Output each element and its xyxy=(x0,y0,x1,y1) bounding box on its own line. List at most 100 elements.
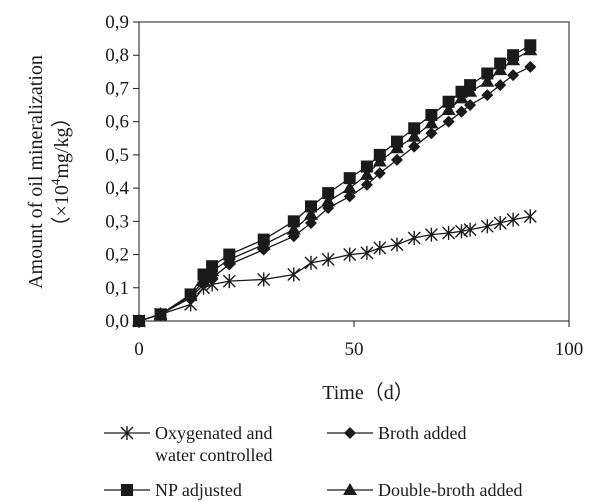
asterisk-marker xyxy=(257,272,271,287)
diamond-marker xyxy=(373,167,386,180)
series-oxygenated-and-water-controlled xyxy=(132,209,537,328)
square-marker xyxy=(322,187,335,200)
square-marker xyxy=(408,122,421,135)
asterisk-marker xyxy=(463,222,477,237)
triangle-marker xyxy=(493,63,508,76)
y-tick-label: 0,0 xyxy=(105,311,129,332)
square-marker xyxy=(305,200,317,213)
y-axis-unit-sup: 4 xyxy=(48,178,63,185)
asterisk-marker xyxy=(407,230,421,245)
asterisk-marker xyxy=(343,247,357,262)
square-marker xyxy=(360,160,373,173)
triangle-marker xyxy=(463,84,478,97)
triangle-marker xyxy=(153,307,168,320)
x-tick-label: 0 xyxy=(134,339,144,360)
asterisk-marker xyxy=(424,227,438,242)
diamond-marker xyxy=(507,69,520,82)
square-marker xyxy=(287,215,300,228)
series-broth-added xyxy=(133,60,537,327)
triangle-marker xyxy=(304,207,318,220)
triangle-marker xyxy=(343,483,357,495)
triangle-marker xyxy=(321,194,336,207)
series-double-broth-added xyxy=(132,43,538,326)
triangle-marker xyxy=(286,222,301,235)
legend-label: NP adjusted xyxy=(155,480,242,500)
triangle-marker xyxy=(441,103,456,116)
asterisk-marker xyxy=(523,209,537,224)
asterisk-marker xyxy=(455,224,468,239)
y-tick-label: 0,7 xyxy=(105,78,129,99)
asterisk-marker xyxy=(222,274,236,289)
asterisk-marker xyxy=(442,225,456,240)
diamond-marker xyxy=(442,115,455,128)
y-tick-label: 0,8 xyxy=(105,45,129,66)
triangle-marker xyxy=(196,274,211,287)
diamond-marker xyxy=(494,79,507,92)
legend-label: water controlled xyxy=(155,445,272,465)
y-axis-unit-suffix: mg/kg） xyxy=(50,108,73,179)
y-tick-label: 0,9 xyxy=(105,12,129,33)
triangle-marker xyxy=(407,129,422,142)
x-tick-label: 100 xyxy=(555,339,584,360)
square-marker xyxy=(343,172,356,185)
triangle-marker xyxy=(342,181,357,194)
series-layer xyxy=(132,39,538,328)
legend-label: Double-broth added xyxy=(378,480,522,500)
triangle-marker xyxy=(523,43,538,56)
square-marker xyxy=(481,67,494,80)
y-tick-label: 0,3 xyxy=(105,211,129,232)
triangle-marker xyxy=(256,237,271,250)
triangle-marker xyxy=(480,74,495,87)
y-axis-title: Amount of oil mineralization （×104mg/kg） xyxy=(25,55,73,289)
asterisk-marker xyxy=(493,215,507,230)
asterisk-marker xyxy=(360,245,374,260)
asterisk-marker xyxy=(304,255,318,270)
legend-label: Broth added xyxy=(378,423,466,443)
diamond-marker xyxy=(360,178,373,191)
y-axis-title-line2: （×104mg/kg） xyxy=(48,108,73,237)
x-tick-label: 50 xyxy=(345,339,364,360)
triangle-marker xyxy=(359,167,374,180)
y-tick-label: 0,5 xyxy=(105,145,129,166)
x-axis: 0 50 100 xyxy=(134,321,583,360)
diamond-marker xyxy=(524,60,537,73)
asterisk-marker xyxy=(506,212,520,227)
asterisk-marker xyxy=(321,252,335,267)
y-axis-title-line1: Amount of oil mineralization xyxy=(25,55,47,289)
diamond-marker xyxy=(481,89,494,102)
triangle-marker xyxy=(183,289,198,302)
asterisk-marker xyxy=(287,267,301,282)
triangle-marker xyxy=(390,141,404,154)
triangle-marker xyxy=(424,116,439,129)
legend-item: Broth added xyxy=(327,423,466,443)
diamond-marker xyxy=(343,190,356,203)
y-tick-label: 0,1 xyxy=(105,278,129,299)
diamond-marker xyxy=(455,105,468,118)
diamond-marker xyxy=(391,153,403,166)
triangle-marker xyxy=(506,53,521,66)
y-axis: 0,0 0,1 0,2 0,3 0,4 0,5 0,6 0,7 0,8 0,9 xyxy=(105,12,139,332)
triangle-marker xyxy=(132,314,146,326)
triangle-marker xyxy=(454,91,469,104)
diamond-marker xyxy=(425,127,438,140)
legend-item: Double-broth added xyxy=(327,480,522,500)
y-tick-label: 0,2 xyxy=(105,245,129,266)
diamond-marker xyxy=(408,140,421,153)
legend-item: NP adjusted xyxy=(104,480,242,500)
asterisk-marker xyxy=(373,240,387,255)
y-tick-label: 0,6 xyxy=(105,112,129,133)
triangle-marker xyxy=(222,252,237,265)
x-axis-title: Time（d） xyxy=(322,381,414,404)
triangle-marker xyxy=(372,154,387,167)
y-axis-unit-prefix: （×10 xyxy=(50,185,73,236)
square-marker xyxy=(425,109,438,122)
square-marker xyxy=(121,484,133,496)
series-np-adjusted xyxy=(133,39,537,327)
triangle-marker xyxy=(205,264,220,277)
asterisk-marker xyxy=(480,219,494,234)
y-tick-label: 0,4 xyxy=(105,178,129,199)
square-marker xyxy=(442,95,455,108)
